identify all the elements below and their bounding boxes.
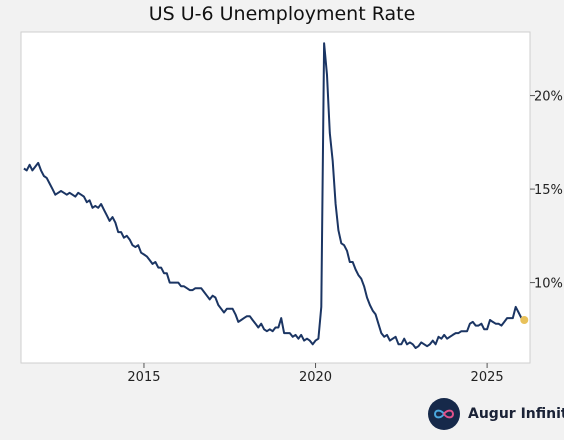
y-tick-label: 15% [534, 183, 563, 198]
chart-title: US U-6 Unemployment Rate [148, 3, 416, 25]
data-layer [23, 42, 529, 349]
plot-frame [20, 31, 531, 364]
latest-value-marker [520, 315, 529, 324]
x-tick-label: 2020 [299, 370, 332, 385]
x-axis: 2015 2020 2025 [127, 363, 504, 385]
series-line [23, 42, 525, 349]
x-tick-label: 2015 [127, 370, 160, 385]
y-tick-label: 10% [534, 277, 563, 292]
brand-name: Augur Infinity [468, 406, 564, 422]
x-tick-label: 2025 [471, 370, 504, 385]
brand-badge: Augur Infinity [428, 398, 564, 430]
y-axis: 10% 15% 20% [530, 90, 563, 292]
y-tick-label: 20% [534, 90, 563, 105]
infinity-icon [428, 398, 460, 430]
